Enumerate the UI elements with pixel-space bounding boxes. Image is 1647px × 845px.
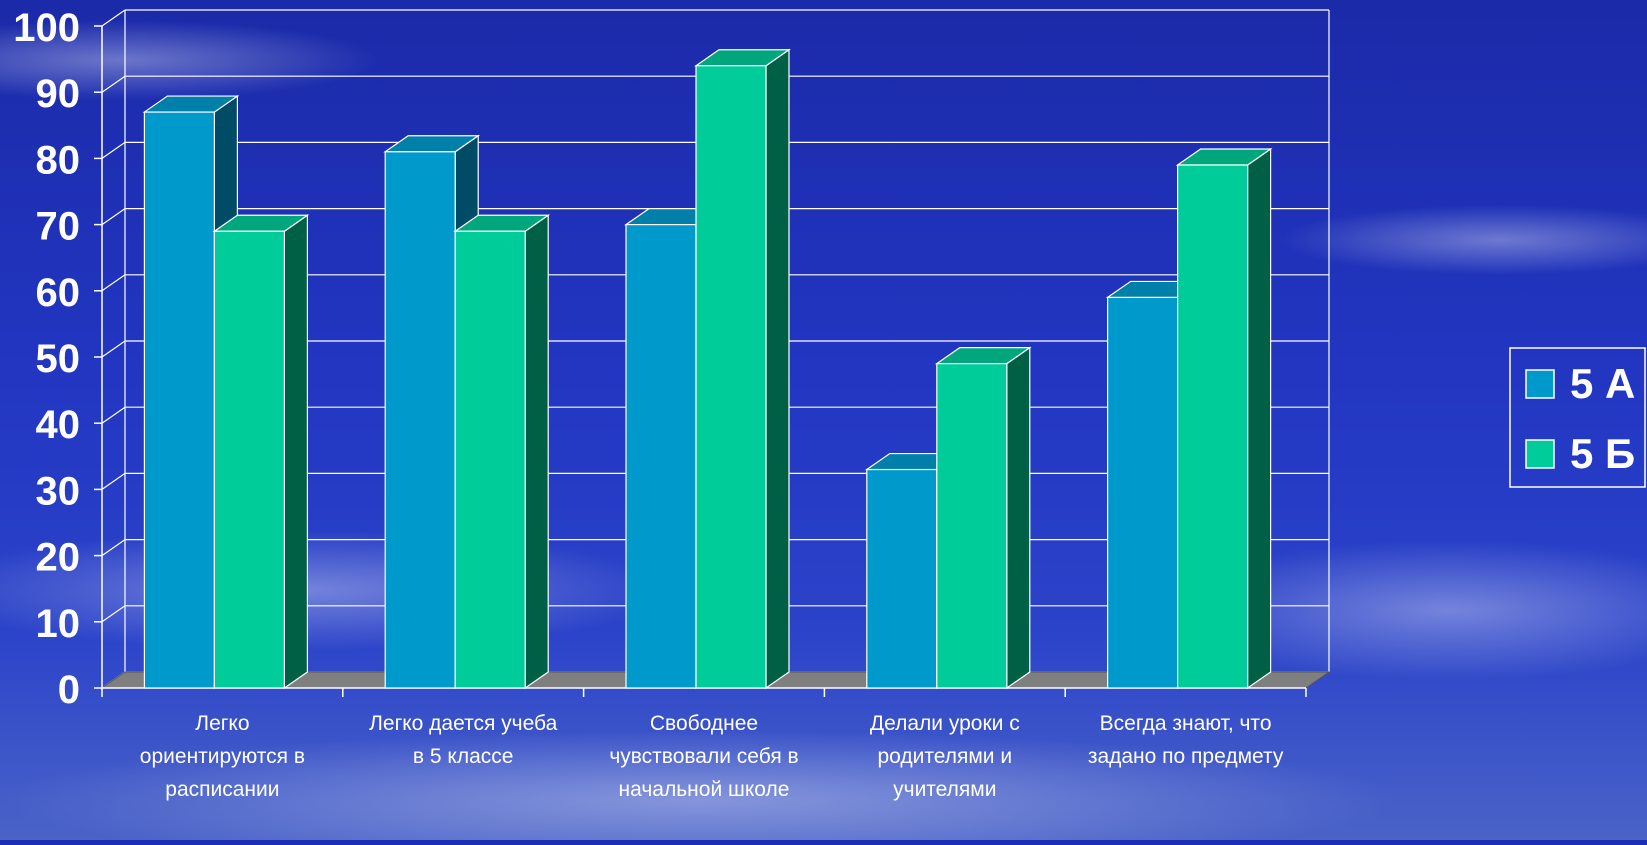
x-tick-label-line: родителями и [877,745,1012,768]
y-tick-label: 100 [13,6,80,50]
x-tick-label-line: Делали уроки с [870,712,1020,735]
bar-front [625,224,697,689]
bar-front [384,151,456,689]
gridline-side [101,75,126,93]
x-tick-label: Делали уроки с родителями и учителями [870,712,1020,801]
bar [453,214,551,690]
bar-side [1006,346,1031,690]
bar-side [765,48,790,690]
bar-side [283,214,308,690]
y-tick-label: 70 [36,205,81,249]
gridline-side [101,406,126,424]
x-tick-label-line: начальной школе [619,778,790,801]
x-tick-label-line: Свободнее [650,712,758,735]
y-tick-label: 30 [36,469,81,513]
y-tick-label: 40 [36,403,81,447]
legend-label: 5 Б [1570,430,1635,477]
y-tick-label: 80 [36,138,81,182]
x-tick-label: Свободнее чувствовали себя в начальной шко… [609,712,798,801]
x-tick-label-line: ориентируются в [140,745,305,768]
gridline-side [101,208,126,226]
legend-swatch [1525,439,1555,469]
gridline-side [101,539,126,557]
x-tick-label-line: Легко дается учеба [369,712,557,735]
y-tick-label: 20 [36,536,81,580]
bar-front [936,363,1008,689]
bar [1175,147,1273,690]
bar [212,214,310,690]
plot-area: 0 10 20 30 40 50 60 70 80 90 100 Легко ориентируются… [13,6,1331,801]
legend-swatch [1525,369,1555,399]
x-tick-label-line: в 5 классе [413,745,514,768]
bar-front [143,111,215,689]
x-tick-label-line: учителями [893,778,996,801]
bar-side [524,214,549,690]
gridline-side [101,472,126,490]
y-tick-label: 10 [36,602,81,646]
y-tick-label: 50 [36,337,81,381]
x-tick-label-line: расписании [165,778,279,801]
bar-front [1106,296,1179,689]
bar [694,48,791,690]
gridline-side [101,9,126,27]
x-tick-label: Всегда знают, что задано по предмету [1088,712,1284,768]
x-tick-label: Легко ориентируются в расписании [140,712,305,801]
bar-front [454,230,526,689]
bar [934,346,1032,690]
y-tick-label: 60 [36,271,81,315]
gridline-side [101,340,126,358]
gridline-side [101,605,126,623]
bar-front [213,230,285,689]
y-tick-label: 90 [36,72,81,116]
x-tick-label-line: Легко [195,712,249,735]
x-tick-label-line: Всегда знают, что [1100,712,1272,735]
bar-front [866,468,938,689]
bar-side [1246,147,1272,690]
gridline-side [101,274,126,292]
gridline-side [101,141,126,159]
y-tick-label: 0 [58,668,80,712]
legend-label: 5 А [1570,360,1635,407]
x-tick-label-line: задано по предмету [1088,745,1284,768]
bar-front [1176,164,1249,689]
x-tick-label-line: чувствовали себя в [609,745,798,768]
bar-front [695,65,767,689]
legend: 5 А5 Б [1509,347,1646,488]
legend-box [1509,347,1646,488]
x-tick-label: Легко дается учеба в 5 классе [369,712,557,768]
